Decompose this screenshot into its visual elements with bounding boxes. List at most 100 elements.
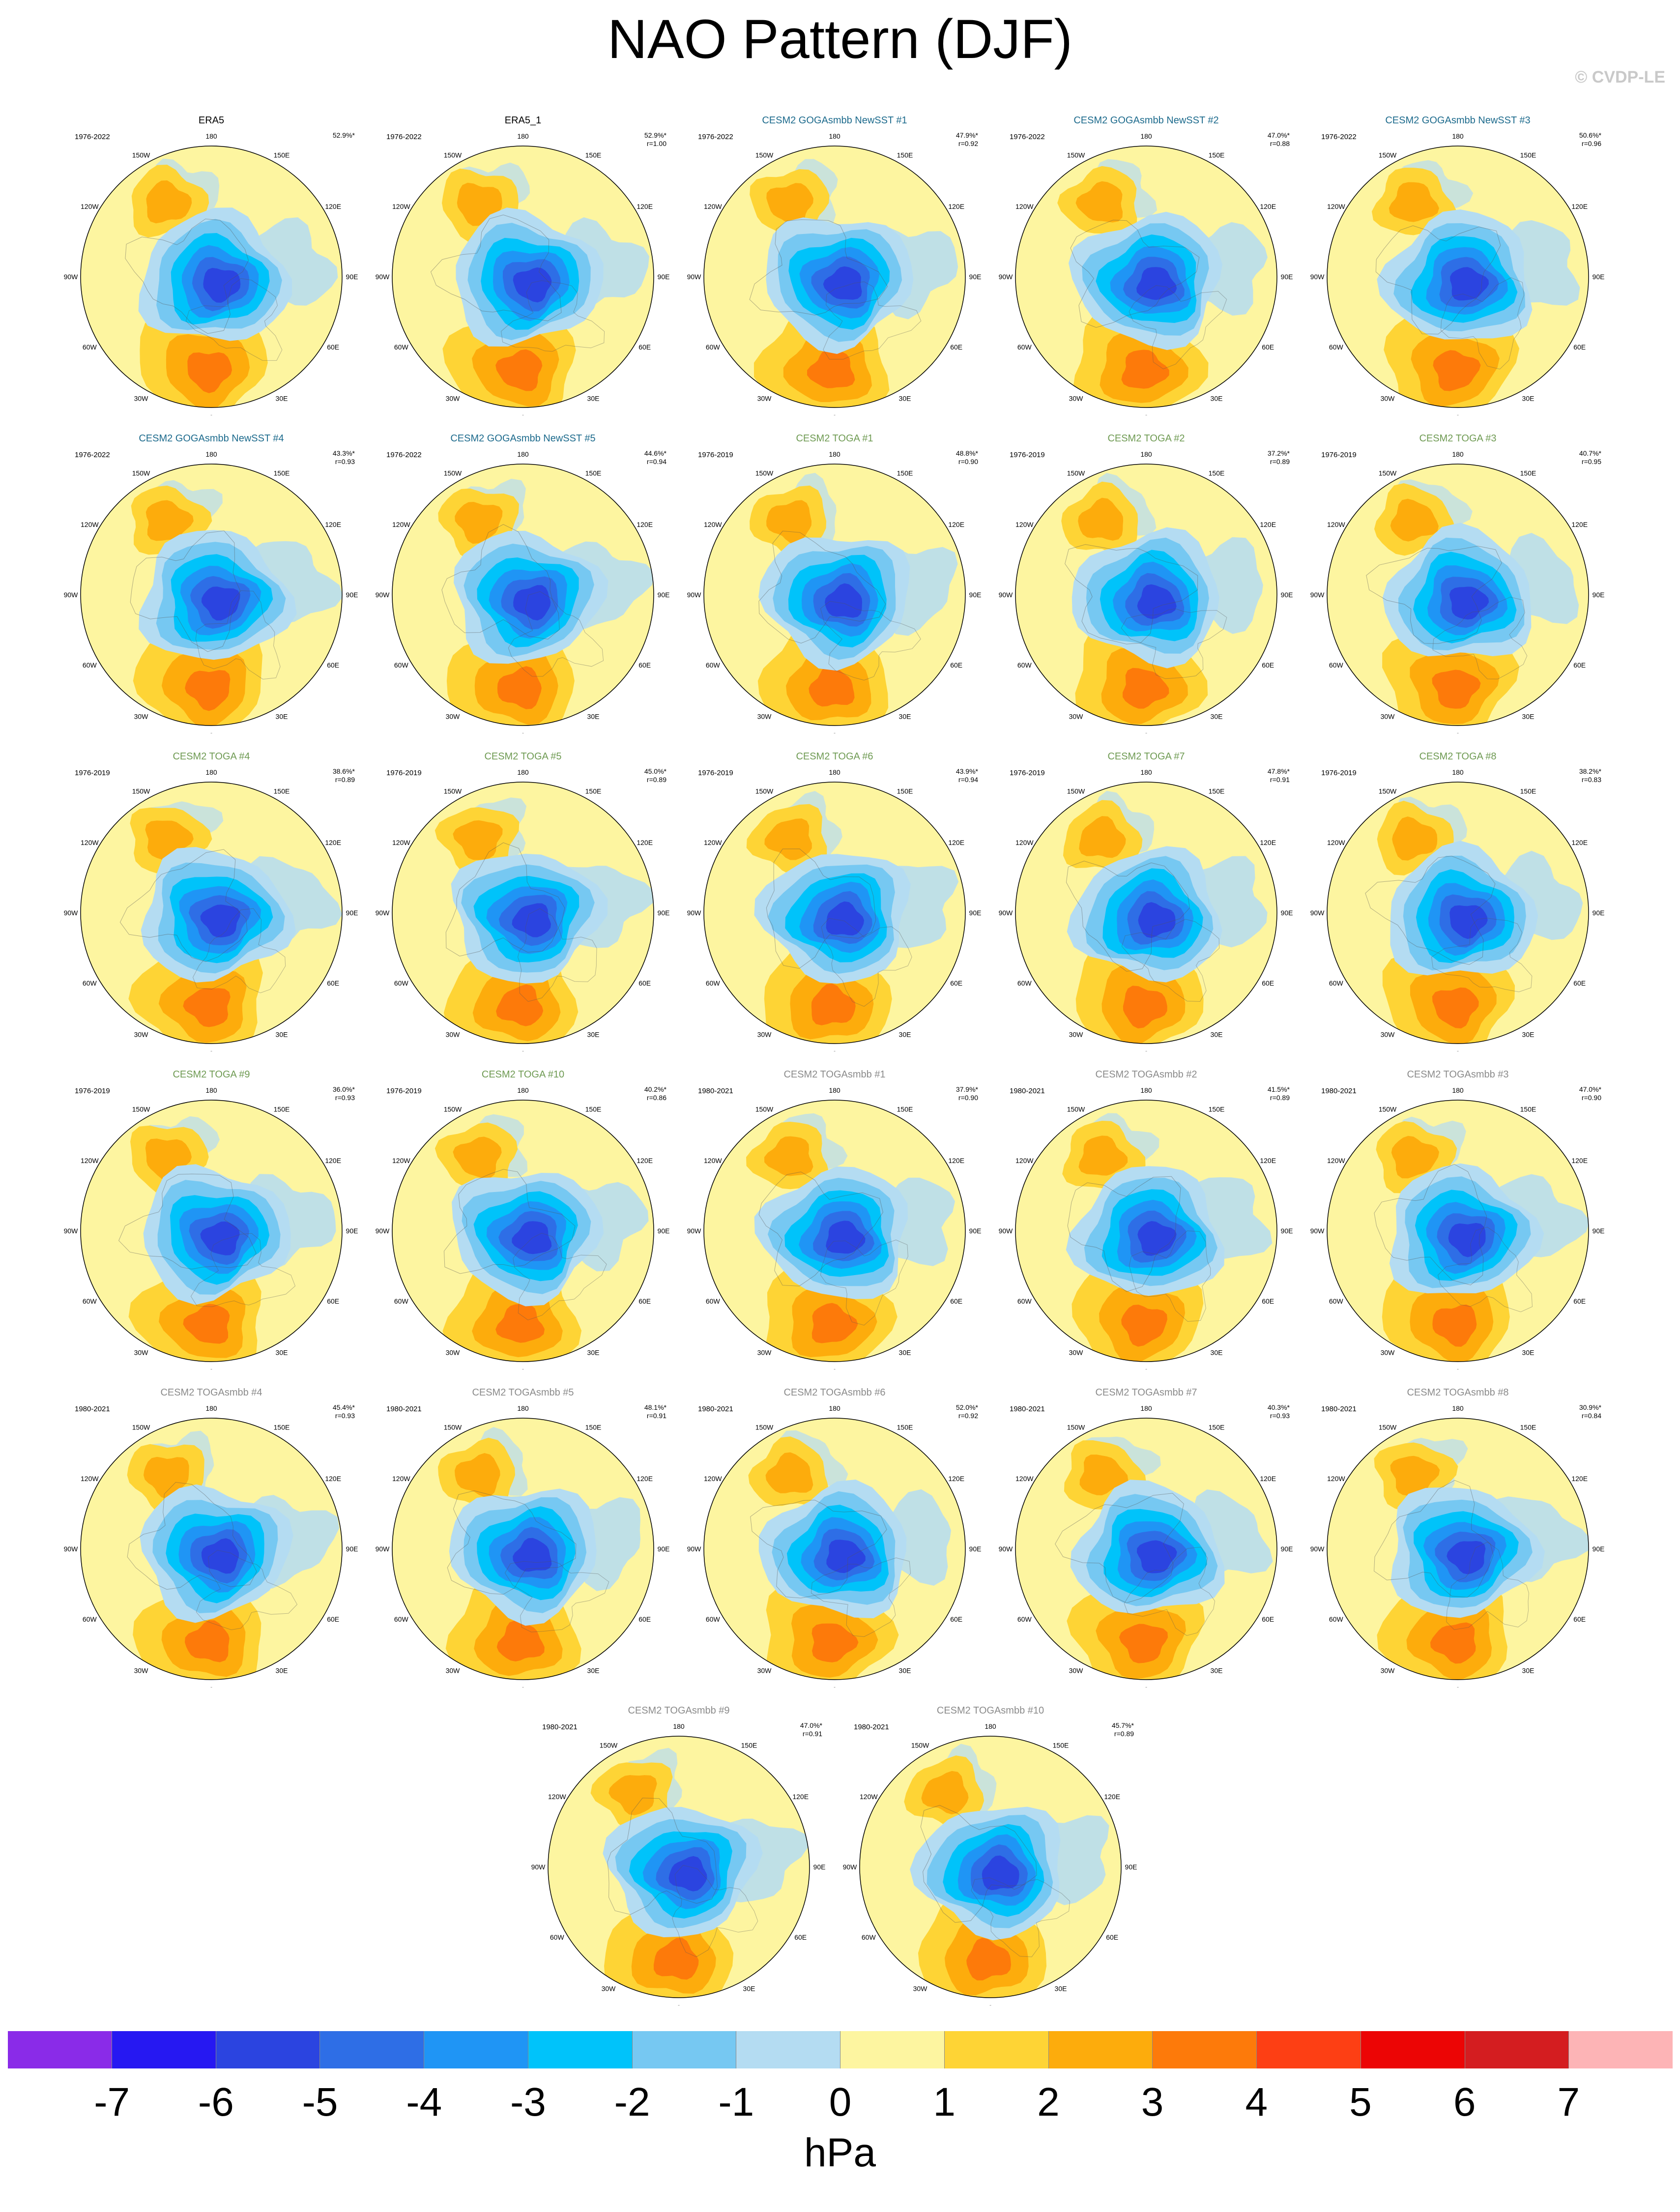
longitude-label: 60W xyxy=(394,1615,409,1623)
map-panel: CESM2 TOGAsmbb #6 1980-2021 52.0%* r=0.92 18… xyxy=(682,1383,987,1688)
longitude-label: 60W xyxy=(394,1297,409,1305)
longitude-label: 150E xyxy=(1209,151,1225,159)
longitude-label: 90W xyxy=(999,273,1014,281)
longitude-label: 60E xyxy=(950,979,962,987)
longitude-label: 30W xyxy=(757,1667,772,1675)
polar-map: 180 150E 120E 90E 60E 30E 0 30W 60W 90W 120W 150W xyxy=(843,1722,1137,2006)
polar-map: 180 150E 120E 90E 60E 30E 0 30W 60W 90W 120W 150W xyxy=(687,1404,982,1688)
longitude-label: 150W xyxy=(1379,469,1397,477)
longitude-label: 120E xyxy=(792,1793,809,1801)
colorbar-tick-label: 5 xyxy=(1349,2080,1372,2125)
panel-variance-pct: 37.9%* xyxy=(956,1085,978,1093)
longitude-label: 30W xyxy=(446,1349,461,1357)
colorbar xyxy=(8,2031,1673,2068)
longitude-label: 30E xyxy=(899,713,911,721)
polar-map: 180 150E 120E 90E 60E 30E 0 30W 60W 90W 120W 150W xyxy=(1310,768,1605,1051)
longitude-label: 120W xyxy=(1015,203,1034,210)
longitude-label: 120E xyxy=(1571,1475,1588,1483)
longitude-label: 60W xyxy=(862,1933,876,1941)
longitude-label: 90W xyxy=(376,909,390,917)
longitude-label: 60E xyxy=(1262,1297,1274,1305)
longitude-label: 30E xyxy=(276,1349,288,1357)
longitude-label: 60W xyxy=(1329,661,1344,669)
panel-variance-pct: 43.3%* xyxy=(332,449,355,457)
longitude-label: 150W xyxy=(132,151,150,159)
panel-stats: 52.0%* r=0.92 xyxy=(956,1403,978,1420)
panel-period: 1976-2022 xyxy=(75,451,110,459)
longitude-label: 150E xyxy=(741,1741,757,1749)
panel-variance-pct: 50.6%* xyxy=(1579,131,1601,139)
longitude-label: 120E xyxy=(637,203,653,210)
polar-map: 180 150E 120E 90E 60E 30E 0 30W 60W 90W 120W 150W xyxy=(64,450,358,733)
panel-stats: 47.0%* r=0.88 xyxy=(1268,131,1290,148)
longitude-label: 30E xyxy=(587,1349,600,1357)
longitude-label: 150W xyxy=(600,1741,618,1749)
map-panel: CESM2 TOGAsmbb #7 1980-2021 40.3%* r=0.93 18… xyxy=(994,1383,1299,1688)
panel-period: 1976-2022 xyxy=(386,451,422,459)
panel-variance-pct: 45.7%* xyxy=(1111,1721,1134,1729)
longitude-label: 150E xyxy=(1209,469,1225,477)
panel-stats: 38.6%* r=0.89 xyxy=(333,767,355,784)
longitude-label: 30E xyxy=(1211,713,1223,721)
longitude-label: 90W xyxy=(376,591,390,599)
page-title: NAO Pattern (DJF) xyxy=(608,8,1072,70)
longitude-label: 30E xyxy=(1522,1031,1535,1039)
longitude-label: 90E xyxy=(1281,273,1293,281)
colorbar-swatch xyxy=(840,2031,945,2068)
map-panel: CESM2 GOGAsmbb NewSST #5 1976-2022 44.6%* r… xyxy=(371,429,675,733)
longitude-label: 30W xyxy=(1381,1667,1395,1675)
panel-period: 1976-2019 xyxy=(75,769,110,777)
panel-title: CESM2 TOGA #4 xyxy=(173,751,250,762)
longitude-label: 90E xyxy=(346,1545,358,1553)
longitude-label: 0 xyxy=(1144,731,1148,733)
panel-variance-pct: 52.0%* xyxy=(956,1403,978,1411)
longitude-label: 30E xyxy=(587,713,600,721)
longitude-label: 150W xyxy=(755,1423,774,1431)
longitude-label: 60E xyxy=(1573,979,1586,987)
longitude-label: 60E xyxy=(794,1933,807,1941)
longitude-label: 150W xyxy=(132,787,150,795)
longitude-label: 0 xyxy=(1144,413,1148,415)
longitude-label: 120E xyxy=(1571,1157,1588,1164)
panel-period: 1980-2021 xyxy=(1010,1087,1045,1095)
longitude-label: 150W xyxy=(132,469,150,477)
longitude-label: 150E xyxy=(585,1105,602,1113)
panel-period: 1980-2021 xyxy=(698,1087,733,1095)
longitude-label: 60W xyxy=(1329,343,1344,351)
longitude-label: 90E xyxy=(969,273,982,281)
longitude-label: 60W xyxy=(83,661,97,669)
polar-map: 180 150E 120E 90E 60E 30E 0 30W 60W 90W 120W 150W xyxy=(999,1086,1293,1369)
longitude-label: 120E xyxy=(948,839,964,846)
longitude-label: 180 xyxy=(205,132,217,140)
copyright-label: © CVDP-LE xyxy=(1575,68,1665,87)
longitude-label: 150E xyxy=(1209,1423,1225,1431)
longitude-label: 120W xyxy=(704,203,722,210)
longitude-label: 30W xyxy=(1069,1031,1084,1039)
panel-variance-pct: 38.2%* xyxy=(1579,767,1601,775)
longitude-label: 120E xyxy=(637,521,653,528)
colorbar-tick-label: 1 xyxy=(933,2080,956,2125)
panel-pattern-correlation: r=0.88 xyxy=(1270,140,1290,147)
longitude-label: 90W xyxy=(687,273,702,281)
colorbar-tick-label: -1 xyxy=(718,2080,754,2125)
panel-period: 1980-2021 xyxy=(698,1405,733,1413)
panel-title: CESM2 TOGA #5 xyxy=(484,751,562,762)
longitude-label: 120E xyxy=(948,521,964,528)
longitude-label: 180 xyxy=(205,450,217,458)
longitude-label: 60W xyxy=(1017,1297,1032,1305)
map-panel: CESM2 GOGAsmbb NewSST #3 1976-2022 50.6%* r… xyxy=(1305,111,1610,415)
longitude-label: 180 xyxy=(1140,132,1152,140)
panel-variance-pct: 44.6%* xyxy=(644,449,666,457)
colorbar-swatch xyxy=(1465,2031,1569,2068)
panel-stats: 48.8%* r=0.90 xyxy=(956,449,978,466)
colorbar-tick-label: -5 xyxy=(302,2080,338,2125)
longitude-label: 120W xyxy=(1015,1475,1034,1483)
panel-stats: 30.9%* r=0.84 xyxy=(1579,1403,1601,1420)
longitude-label: 60E xyxy=(327,1297,339,1305)
longitude-label: 120E xyxy=(325,521,341,528)
longitude-label: 90E xyxy=(1281,591,1293,599)
longitude-label: 30E xyxy=(587,1031,600,1039)
panel-period: 1976-2019 xyxy=(1321,769,1357,777)
map-panel: CESM2 TOGAsmbb #8 1980-2021 30.9%* r=0.84 18… xyxy=(1305,1383,1610,1688)
panel-period: 1976-2022 xyxy=(698,133,733,141)
